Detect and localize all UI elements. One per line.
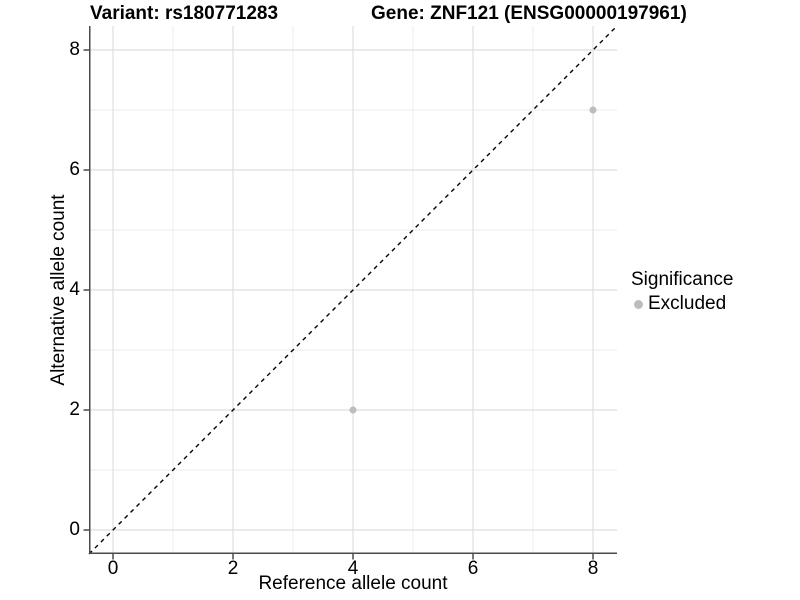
y-tick-label: 8 (69, 39, 80, 60)
legend: Significance Excluded (631, 268, 733, 315)
y-tick-label: 4 (69, 279, 80, 300)
x-tick-label: 6 (467, 558, 479, 579)
y-tick-label: 6 (69, 159, 80, 180)
data-point (589, 106, 597, 114)
legend-point-icon (634, 299, 643, 309)
x-tick-label: 8 (587, 558, 599, 579)
plot-panel (83, 25, 618, 560)
legend-item-label: Excluded (648, 293, 727, 314)
plot-title-variant: Variant: rs180771283 (90, 3, 279, 24)
plot-title-gene: Gene: ZNF121 (ENSG00000197961) (371, 3, 687, 24)
data-point (349, 406, 357, 414)
y-tick-label: 2 (69, 399, 80, 420)
x-axis-title: Reference allele count (258, 573, 448, 594)
identity-line (88, 25, 618, 555)
legend-title: Significance (631, 269, 734, 290)
x-tick-label: 4 (347, 558, 359, 579)
x-tick-label: 0 (107, 558, 119, 579)
y-tick-label: 0 (69, 519, 80, 540)
plot-canvas (83, 25, 618, 560)
legend-item-excluded: Excluded (631, 293, 733, 315)
x-tick-label: 2 (227, 558, 239, 579)
